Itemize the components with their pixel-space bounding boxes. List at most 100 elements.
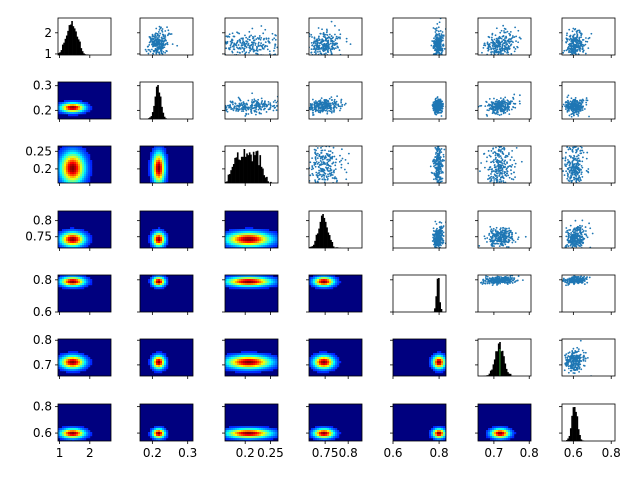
scatter-point: [302, 173, 304, 175]
scatter-point: [251, 112, 253, 114]
scatter-point: [571, 142, 573, 144]
heatmap-cell: [72, 180, 74, 182]
heatmap-cell: [60, 162, 62, 164]
scatter-point: [279, 106, 281, 108]
scatter-point: [316, 138, 318, 140]
heatmap-cell: [78, 110, 80, 112]
scatter-point: [582, 109, 584, 111]
heatmap-cell: [62, 178, 64, 180]
scatter-point: [233, 36, 235, 38]
scatter-point: [322, 157, 324, 159]
heatmap-cell: [64, 102, 66, 104]
scatter-point: [313, 101, 315, 103]
scatter-point: [437, 144, 439, 146]
scatter-point: [274, 107, 276, 109]
scatter-point: [246, 107, 248, 109]
heatmap-cell: [166, 166, 168, 168]
scatter-point: [574, 174, 576, 176]
scatter-point: [168, 33, 170, 35]
heatmap-cell: [90, 168, 92, 170]
heatmap-cell: [70, 166, 72, 168]
scatter-point: [435, 152, 437, 154]
scatter-point: [285, 108, 287, 110]
heatmap-cell: [66, 233, 68, 235]
scatter-point: [579, 153, 581, 155]
heatmap-cell: [72, 112, 74, 114]
heatmap-cell: [60, 158, 62, 160]
heatmap-cell: [162, 158, 164, 160]
heatmap-cell: [60, 235, 62, 237]
scatter-point: [330, 38, 332, 40]
heatmap-cell: [164, 158, 166, 160]
scatter-point: [579, 164, 581, 166]
scatter-point: [578, 175, 580, 177]
scatter-point: [580, 32, 582, 34]
scatter-point: [493, 179, 495, 181]
heatmap-cell: [82, 229, 84, 231]
heatmap-cell: [66, 174, 68, 176]
scatter-point: [306, 41, 308, 43]
scatter-point: [574, 39, 576, 41]
scatter-point: [484, 42, 486, 44]
heatmap-cell: [68, 102, 70, 104]
scatter-point: [508, 46, 510, 48]
heatmap-cell: [164, 154, 166, 156]
scatter-point: [259, 35, 261, 37]
heatmap-cell: [156, 235, 158, 237]
scatter-point: [326, 175, 328, 177]
scatter-point: [496, 168, 498, 170]
scatter-point: [568, 149, 570, 151]
scatter-point: [437, 58, 439, 60]
scatter-point: [257, 37, 259, 39]
scatter-point: [572, 58, 574, 60]
scatter-point: [159, 33, 161, 35]
scatter-point: [339, 49, 341, 51]
scatter-point: [216, 106, 218, 108]
scatter-point: [247, 113, 249, 115]
scatter-point: [234, 102, 236, 104]
scatter-point: [317, 130, 319, 132]
scatter-point: [486, 115, 488, 117]
scatter-point: [502, 159, 504, 161]
scatter-point: [336, 139, 338, 141]
scatter-point: [590, 33, 592, 35]
heatmap-cell: [156, 233, 158, 235]
heatmap-cell: [156, 174, 158, 176]
heatmap-cell: [62, 110, 64, 112]
scatter-point: [333, 147, 335, 149]
heatmap-cell: [76, 245, 78, 247]
heatmap-cell: [148, 162, 150, 164]
scatter-point: [562, 170, 564, 172]
heatmap-cell: [152, 150, 154, 152]
heatmap-cell: [158, 160, 160, 162]
scatter-point: [344, 104, 346, 106]
scatter-point: [576, 57, 578, 59]
heatmap-cell: [78, 152, 80, 154]
scatter-point: [499, 164, 501, 166]
scatter-point: [488, 44, 490, 46]
scatter-point: [213, 48, 215, 50]
scatter-point: [321, 97, 323, 99]
heatmap-cell: [78, 148, 80, 150]
heatmap-cell: [84, 239, 86, 241]
scatter-point: [338, 29, 340, 31]
scatter-point: [307, 44, 309, 46]
heatmap-cell: [154, 156, 156, 158]
scatter-point: [318, 55, 320, 57]
scatter-point: [579, 150, 581, 152]
scatter-point: [434, 47, 436, 49]
scatter-point: [305, 178, 307, 180]
heatmap-cell: [68, 148, 70, 150]
scatter-point: [587, 172, 589, 174]
heatmap-cell: [229, 229, 231, 231]
scatter-point: [212, 46, 214, 48]
scatter-point: [490, 142, 492, 144]
heatmap-cell: [66, 164, 68, 166]
scatter-point: [261, 45, 263, 47]
heatmap-cell: [158, 168, 160, 170]
scatter-point: [280, 105, 282, 107]
scatter-point: [323, 179, 325, 181]
scatter-point: [158, 31, 160, 33]
scatter-point: [586, 170, 588, 172]
heatmap-cell: [88, 233, 90, 235]
